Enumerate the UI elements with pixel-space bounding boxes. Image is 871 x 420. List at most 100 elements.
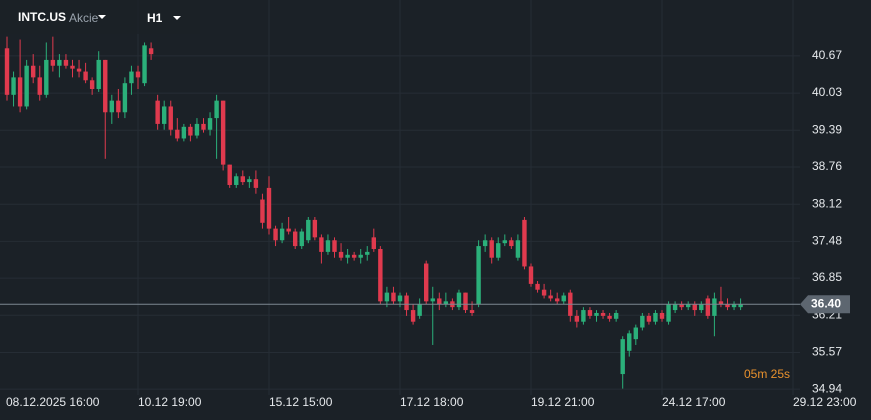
candle-body bbox=[181, 126, 187, 139]
candle-body bbox=[600, 312, 606, 316]
candle-body bbox=[142, 45, 147, 84]
candle-body bbox=[555, 298, 560, 302]
candle-body bbox=[594, 312, 599, 316]
candle-body bbox=[338, 251, 344, 258]
candle-body bbox=[627, 333, 632, 351]
candle-body bbox=[384, 292, 390, 302]
candle-body bbox=[306, 219, 311, 241]
y-tick-label: 35.57 bbox=[812, 345, 842, 359]
timeframe[interactable]: H1 bbox=[147, 11, 163, 25]
candle-body bbox=[725, 304, 730, 308]
candle-body bbox=[509, 240, 514, 247]
candle-body bbox=[535, 283, 540, 290]
candle-body bbox=[293, 231, 298, 247]
y-tick-label: 36.85 bbox=[812, 270, 842, 284]
x-tick-label: 19.12 21:00 bbox=[531, 395, 595, 409]
last-price-tag bbox=[800, 295, 850, 314]
x-tick-label: 24.12 17:00 bbox=[662, 395, 726, 409]
candle-body bbox=[37, 77, 42, 95]
candle-body bbox=[705, 298, 711, 316]
candle-body bbox=[201, 123, 206, 130]
candle-body bbox=[273, 228, 278, 241]
candle-body bbox=[666, 304, 671, 322]
candle-body bbox=[63, 59, 69, 66]
candle-body bbox=[463, 292, 468, 311]
candle-body bbox=[548, 295, 553, 299]
candle-body bbox=[351, 254, 357, 258]
y-tick-label: 38.76 bbox=[812, 159, 842, 173]
candle-body bbox=[469, 310, 475, 313]
candle-body bbox=[286, 228, 291, 232]
candle-body bbox=[443, 301, 449, 305]
candle-body bbox=[253, 179, 259, 188]
y-tick-label: 40.03 bbox=[812, 85, 842, 99]
candle-body bbox=[404, 295, 409, 311]
candle-body bbox=[11, 77, 16, 95]
candle-body bbox=[319, 237, 324, 252]
y-tick-label: 39.39 bbox=[812, 122, 842, 136]
candle-body bbox=[515, 240, 521, 258]
candle-body bbox=[109, 100, 114, 113]
candle-countdown: 05m 25s bbox=[744, 367, 790, 381]
candle-body bbox=[24, 65, 29, 107]
candle-body bbox=[175, 129, 180, 139]
candle-body bbox=[502, 240, 507, 244]
candle-body bbox=[587, 310, 593, 316]
candle-body bbox=[266, 187, 272, 229]
candle-body bbox=[31, 65, 36, 78]
candle-body bbox=[168, 106, 173, 130]
candle-body bbox=[633, 327, 638, 340]
symbol[interactable]: INTC.US bbox=[18, 10, 66, 24]
x-tick-label: 17.12 18:00 bbox=[400, 395, 464, 409]
candle-body bbox=[541, 289, 547, 296]
candle-body bbox=[103, 59, 108, 113]
candle-body bbox=[476, 246, 481, 305]
candle-body bbox=[692, 304, 697, 311]
candle-body bbox=[96, 59, 101, 90]
candle-body bbox=[89, 80, 95, 90]
candle-body bbox=[574, 315, 580, 322]
candle-body bbox=[718, 301, 724, 305]
candle-body bbox=[135, 71, 141, 78]
x-tick-label: 10.12 19:00 bbox=[138, 395, 202, 409]
candle-body bbox=[260, 199, 265, 223]
candle-body bbox=[332, 240, 337, 252]
candle-body bbox=[561, 295, 566, 302]
y-tick-label: 37.48 bbox=[812, 234, 842, 248]
candle-body bbox=[345, 254, 350, 258]
candle-body bbox=[712, 298, 717, 316]
timeframe-dropdown[interactable] bbox=[173, 16, 181, 20]
candle-body bbox=[129, 71, 134, 84]
candle-body bbox=[581, 310, 586, 322]
candle-body bbox=[279, 228, 285, 241]
asset-class: Akcie bbox=[69, 11, 99, 25]
symbol-dropdown[interactable] bbox=[98, 15, 106, 19]
x-tick-label: 29.12 23:00 bbox=[793, 395, 857, 409]
candle-body bbox=[365, 251, 370, 255]
candle-body bbox=[299, 231, 304, 247]
candle-body bbox=[686, 304, 691, 308]
candle-body bbox=[44, 59, 49, 95]
candle-body bbox=[220, 100, 226, 165]
candle-body bbox=[240, 176, 245, 183]
candle-body bbox=[155, 100, 160, 124]
candle-body bbox=[607, 315, 612, 319]
candle-body bbox=[437, 298, 442, 305]
candle-body bbox=[325, 240, 331, 252]
candle-body bbox=[148, 48, 154, 55]
candle-body bbox=[731, 304, 737, 308]
x-tick-label: 15.12 15:00 bbox=[269, 395, 333, 409]
candle-body bbox=[234, 176, 239, 185]
candle-body bbox=[489, 240, 494, 258]
y-tick-label: 40.67 bbox=[812, 48, 842, 62]
candle-body bbox=[699, 304, 704, 311]
candle-body bbox=[679, 304, 684, 308]
candle-body bbox=[397, 295, 403, 302]
x-tick-label: 08.12.2025 16:00 bbox=[6, 395, 100, 409]
candle-body bbox=[122, 83, 128, 113]
candle-body bbox=[188, 126, 193, 136]
candle-body bbox=[482, 240, 488, 247]
candle-body bbox=[522, 219, 527, 267]
candle-body bbox=[214, 100, 219, 119]
